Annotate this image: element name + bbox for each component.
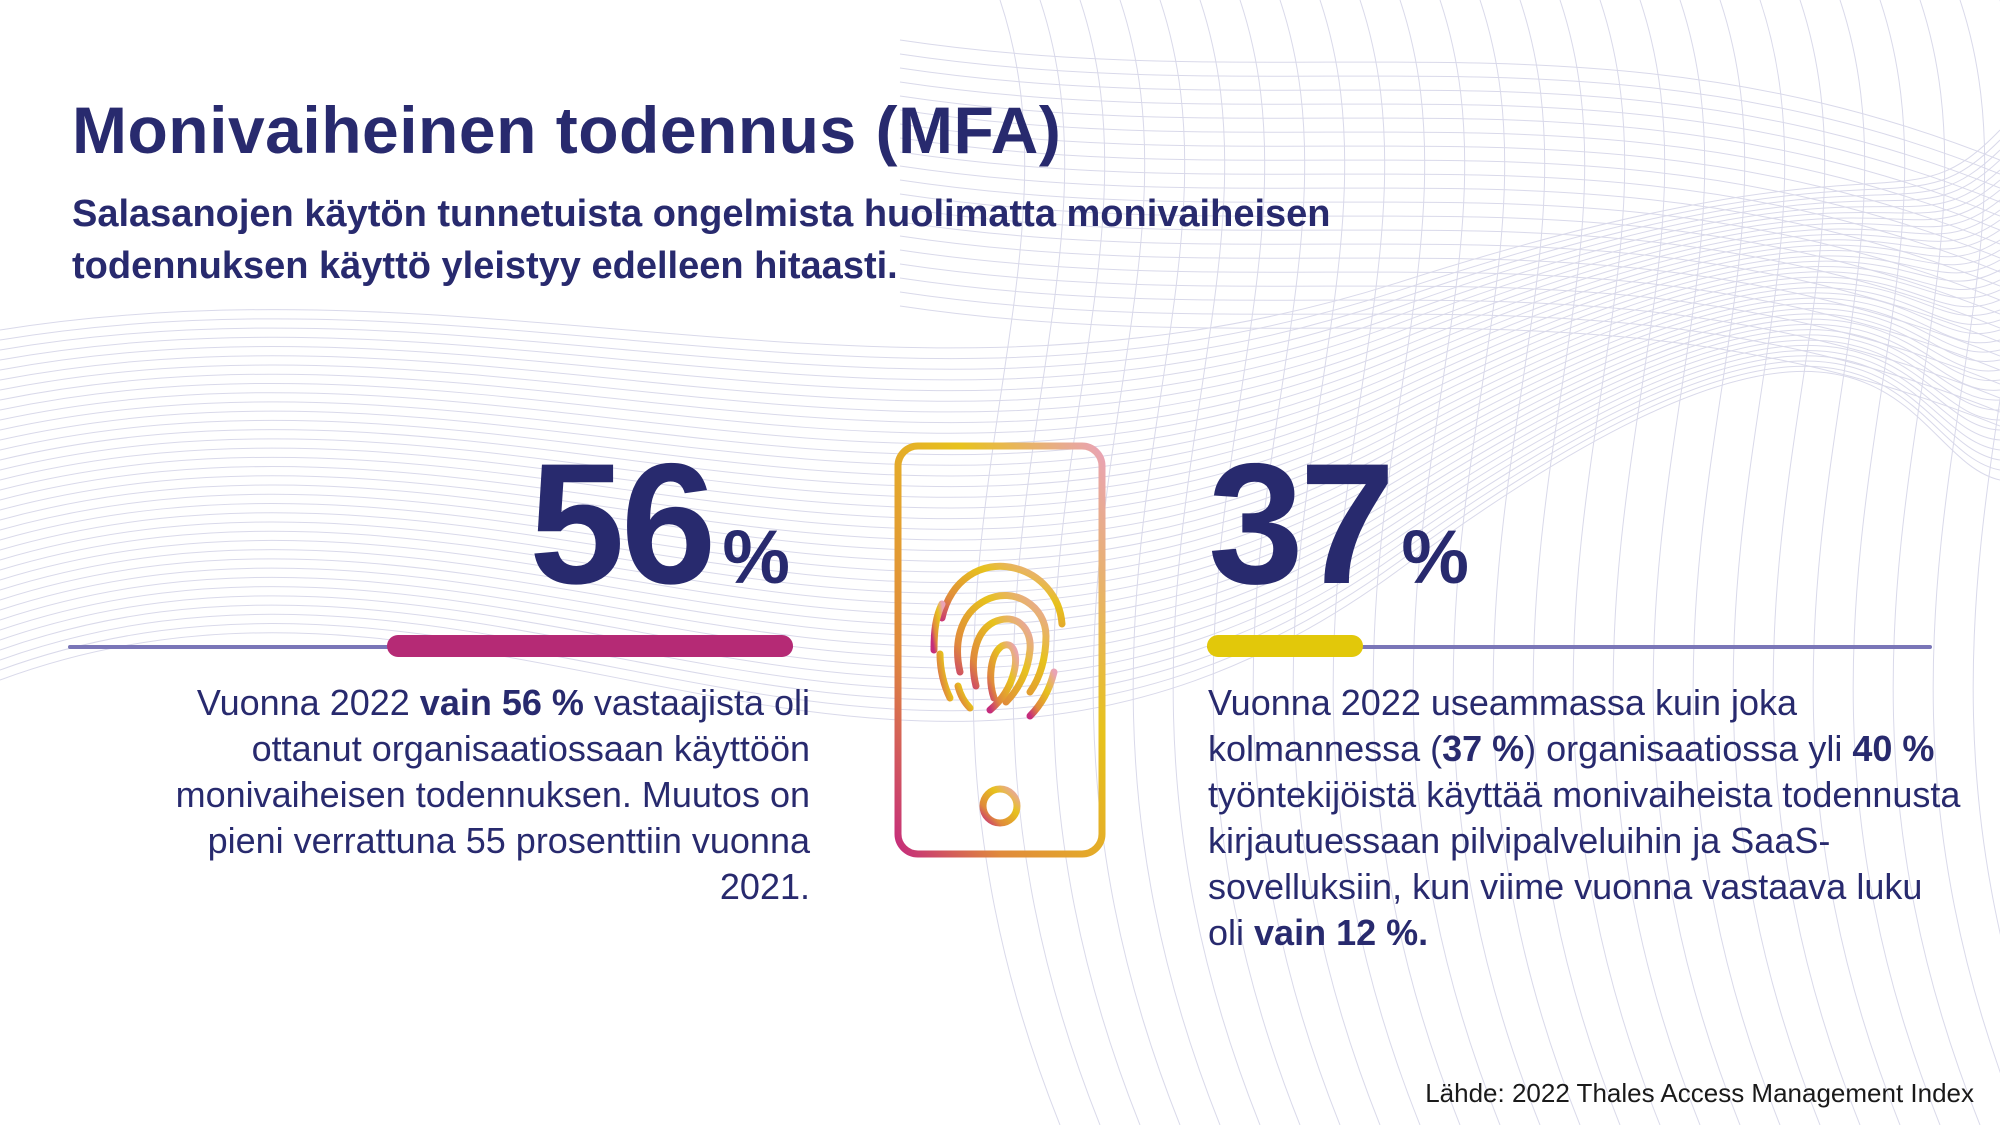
left-desc-run: vastaajista oli ottanut organisaatiossaa…: [175, 682, 810, 907]
right-desc-run: 40 %: [1852, 728, 1935, 769]
smartphone-fingerprint-icon: [894, 442, 1106, 858]
source-note: Lähde: 2022 Thales Access Management Ind…: [1425, 1078, 1974, 1108]
right-bar-fill: [1207, 635, 1363, 657]
left-stat-value: 56%: [520, 425, 790, 623]
left-desc-run: vain 56 %: [419, 682, 584, 723]
left-stat-number: 56: [529, 428, 716, 620]
right-desc-run: Vuonna 2022 useammassa kuin joka kolmann…: [1208, 682, 1798, 769]
right-desc-run: ) organisaatiossa yli: [1524, 728, 1853, 769]
fingerprint-icon: [930, 562, 1066, 720]
right-stat-number: 37: [1208, 428, 1395, 620]
left-stat-description: Vuonna 2022 vain 56 % vastaajista oli ot…: [110, 680, 810, 910]
left-bar-fill: [387, 635, 793, 657]
right-desc-run: 37 %: [1442, 728, 1525, 769]
right-bar-track: [1207, 645, 1932, 649]
right-desc-run: työntekijöistä käyttää monivaiheista tod…: [1208, 774, 1961, 953]
right-stat-description: Vuonna 2022 useammassa kuin joka kolmann…: [1208, 680, 1968, 956]
page-title: Monivaiheinen todennus (MFA): [72, 93, 1062, 167]
right-stat-value: 37%: [1208, 425, 1498, 623]
phone-body: [894, 442, 1106, 858]
left-stat-unit: %: [722, 515, 790, 600]
right-desc-run: vain 12 %.: [1254, 912, 1429, 953]
page-subtitle: Salasanojen käytön tunnetuista ongelmist…: [72, 193, 1331, 287]
right-stat-unit: %: [1401, 515, 1469, 600]
left-desc-run: Vuonna 2022: [196, 682, 420, 723]
